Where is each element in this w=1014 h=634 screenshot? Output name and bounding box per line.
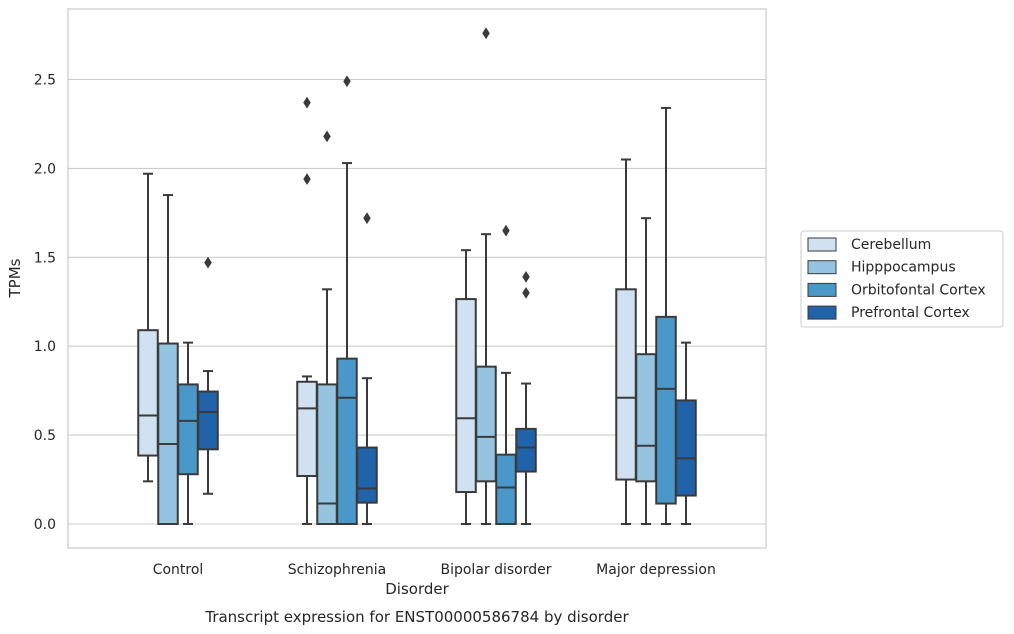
y-axis-ticks: 0.0 0.5 1.0 1.5 2.0 2.5	[34, 73, 56, 534]
iqr-box	[675, 399, 697, 497]
iqr-box	[336, 357, 358, 525]
legend-swatch	[807, 282, 837, 297]
outlier-point	[522, 286, 530, 299]
legend-label: Cerebellum	[851, 237, 931, 253]
x-tick-label: Schizophrenia	[288, 562, 386, 578]
x-tick-label: Major depression	[596, 562, 716, 578]
outlier-point	[522, 270, 530, 283]
x-axis-label: Disorder	[385, 580, 449, 598]
iqr-box	[475, 365, 497, 483]
x-tick-label: Control	[153, 562, 204, 578]
chart-caption: Transcript expression for ENST0000058678…	[204, 608, 629, 626]
iqr-box	[296, 380, 318, 477]
y-tick-label: 0.5	[34, 428, 56, 444]
y-tick-label: 2.5	[34, 73, 56, 89]
outlier-point	[482, 27, 490, 40]
box-cerebellum	[137, 172, 159, 483]
outlier-point	[323, 130, 331, 143]
outlier-point	[363, 212, 371, 225]
box-cerebellum	[296, 96, 318, 525]
iqr-box	[177, 383, 199, 476]
legend-label: Prefrontal Cortex	[851, 305, 970, 321]
x-axis-ticks: Control Schizophrenia Bipolar disorder Majo…	[153, 562, 716, 578]
box-orbitofontal-cortex	[177, 341, 199, 525]
box-plot-marks	[137, 27, 697, 525]
legend-frame	[800, 230, 1004, 328]
x-tick-label: Bipolar disorder	[440, 562, 551, 578]
outlier-point	[204, 256, 212, 269]
box-hipppocampus	[635, 217, 657, 525]
box-orbitofontal-cortex	[495, 224, 517, 525]
iqr-box	[157, 342, 179, 525]
box-orbitofontal-cortex	[655, 106, 677, 525]
iqr-box	[615, 288, 637, 481]
box-hipppocampus	[157, 194, 179, 525]
legend-swatch	[807, 237, 837, 252]
box-cerebellum	[615, 158, 637, 525]
outlier-point	[303, 173, 311, 186]
iqr-box	[635, 353, 657, 483]
y-tick-label: 1.5	[34, 250, 56, 266]
outlier-point	[343, 75, 351, 88]
legend-label: Hipppocampus	[851, 260, 956, 276]
box-prefrontal-cortex	[515, 270, 537, 525]
iqr-box	[515, 427, 537, 473]
box-hipppocampus	[475, 27, 497, 525]
legend-swatch	[807, 305, 837, 320]
outlier-point	[303, 96, 311, 109]
box-prefrontal-cortex	[356, 212, 378, 525]
legend-swatch	[807, 260, 837, 275]
box-hipppocampus	[316, 130, 338, 525]
y-axis-label: TPMs	[6, 258, 24, 298]
legend: Cerebellum Hipppocampus Orbitofontal Corte…	[800, 230, 1004, 328]
box-cerebellum	[455, 249, 477, 525]
iqr-box	[137, 329, 159, 457]
iqr-box	[655, 315, 677, 505]
iqr-box	[197, 390, 219, 451]
box-prefrontal-cortex	[675, 341, 697, 525]
y-tick-label: 1.0	[34, 339, 56, 355]
y-tick-label: 0.0	[34, 517, 56, 533]
iqr-box	[495, 453, 517, 525]
box-prefrontal-cortex	[197, 256, 219, 495]
legend-label: Orbitofontal Cortex	[851, 282, 986, 298]
outlier-point	[502, 224, 510, 237]
plot-area-frame	[67, 8, 767, 549]
box-orbitofontal-cortex	[336, 75, 358, 525]
y-tick-label: 2.0	[34, 161, 56, 177]
iqr-box	[455, 298, 477, 493]
iqr-box	[356, 446, 378, 504]
